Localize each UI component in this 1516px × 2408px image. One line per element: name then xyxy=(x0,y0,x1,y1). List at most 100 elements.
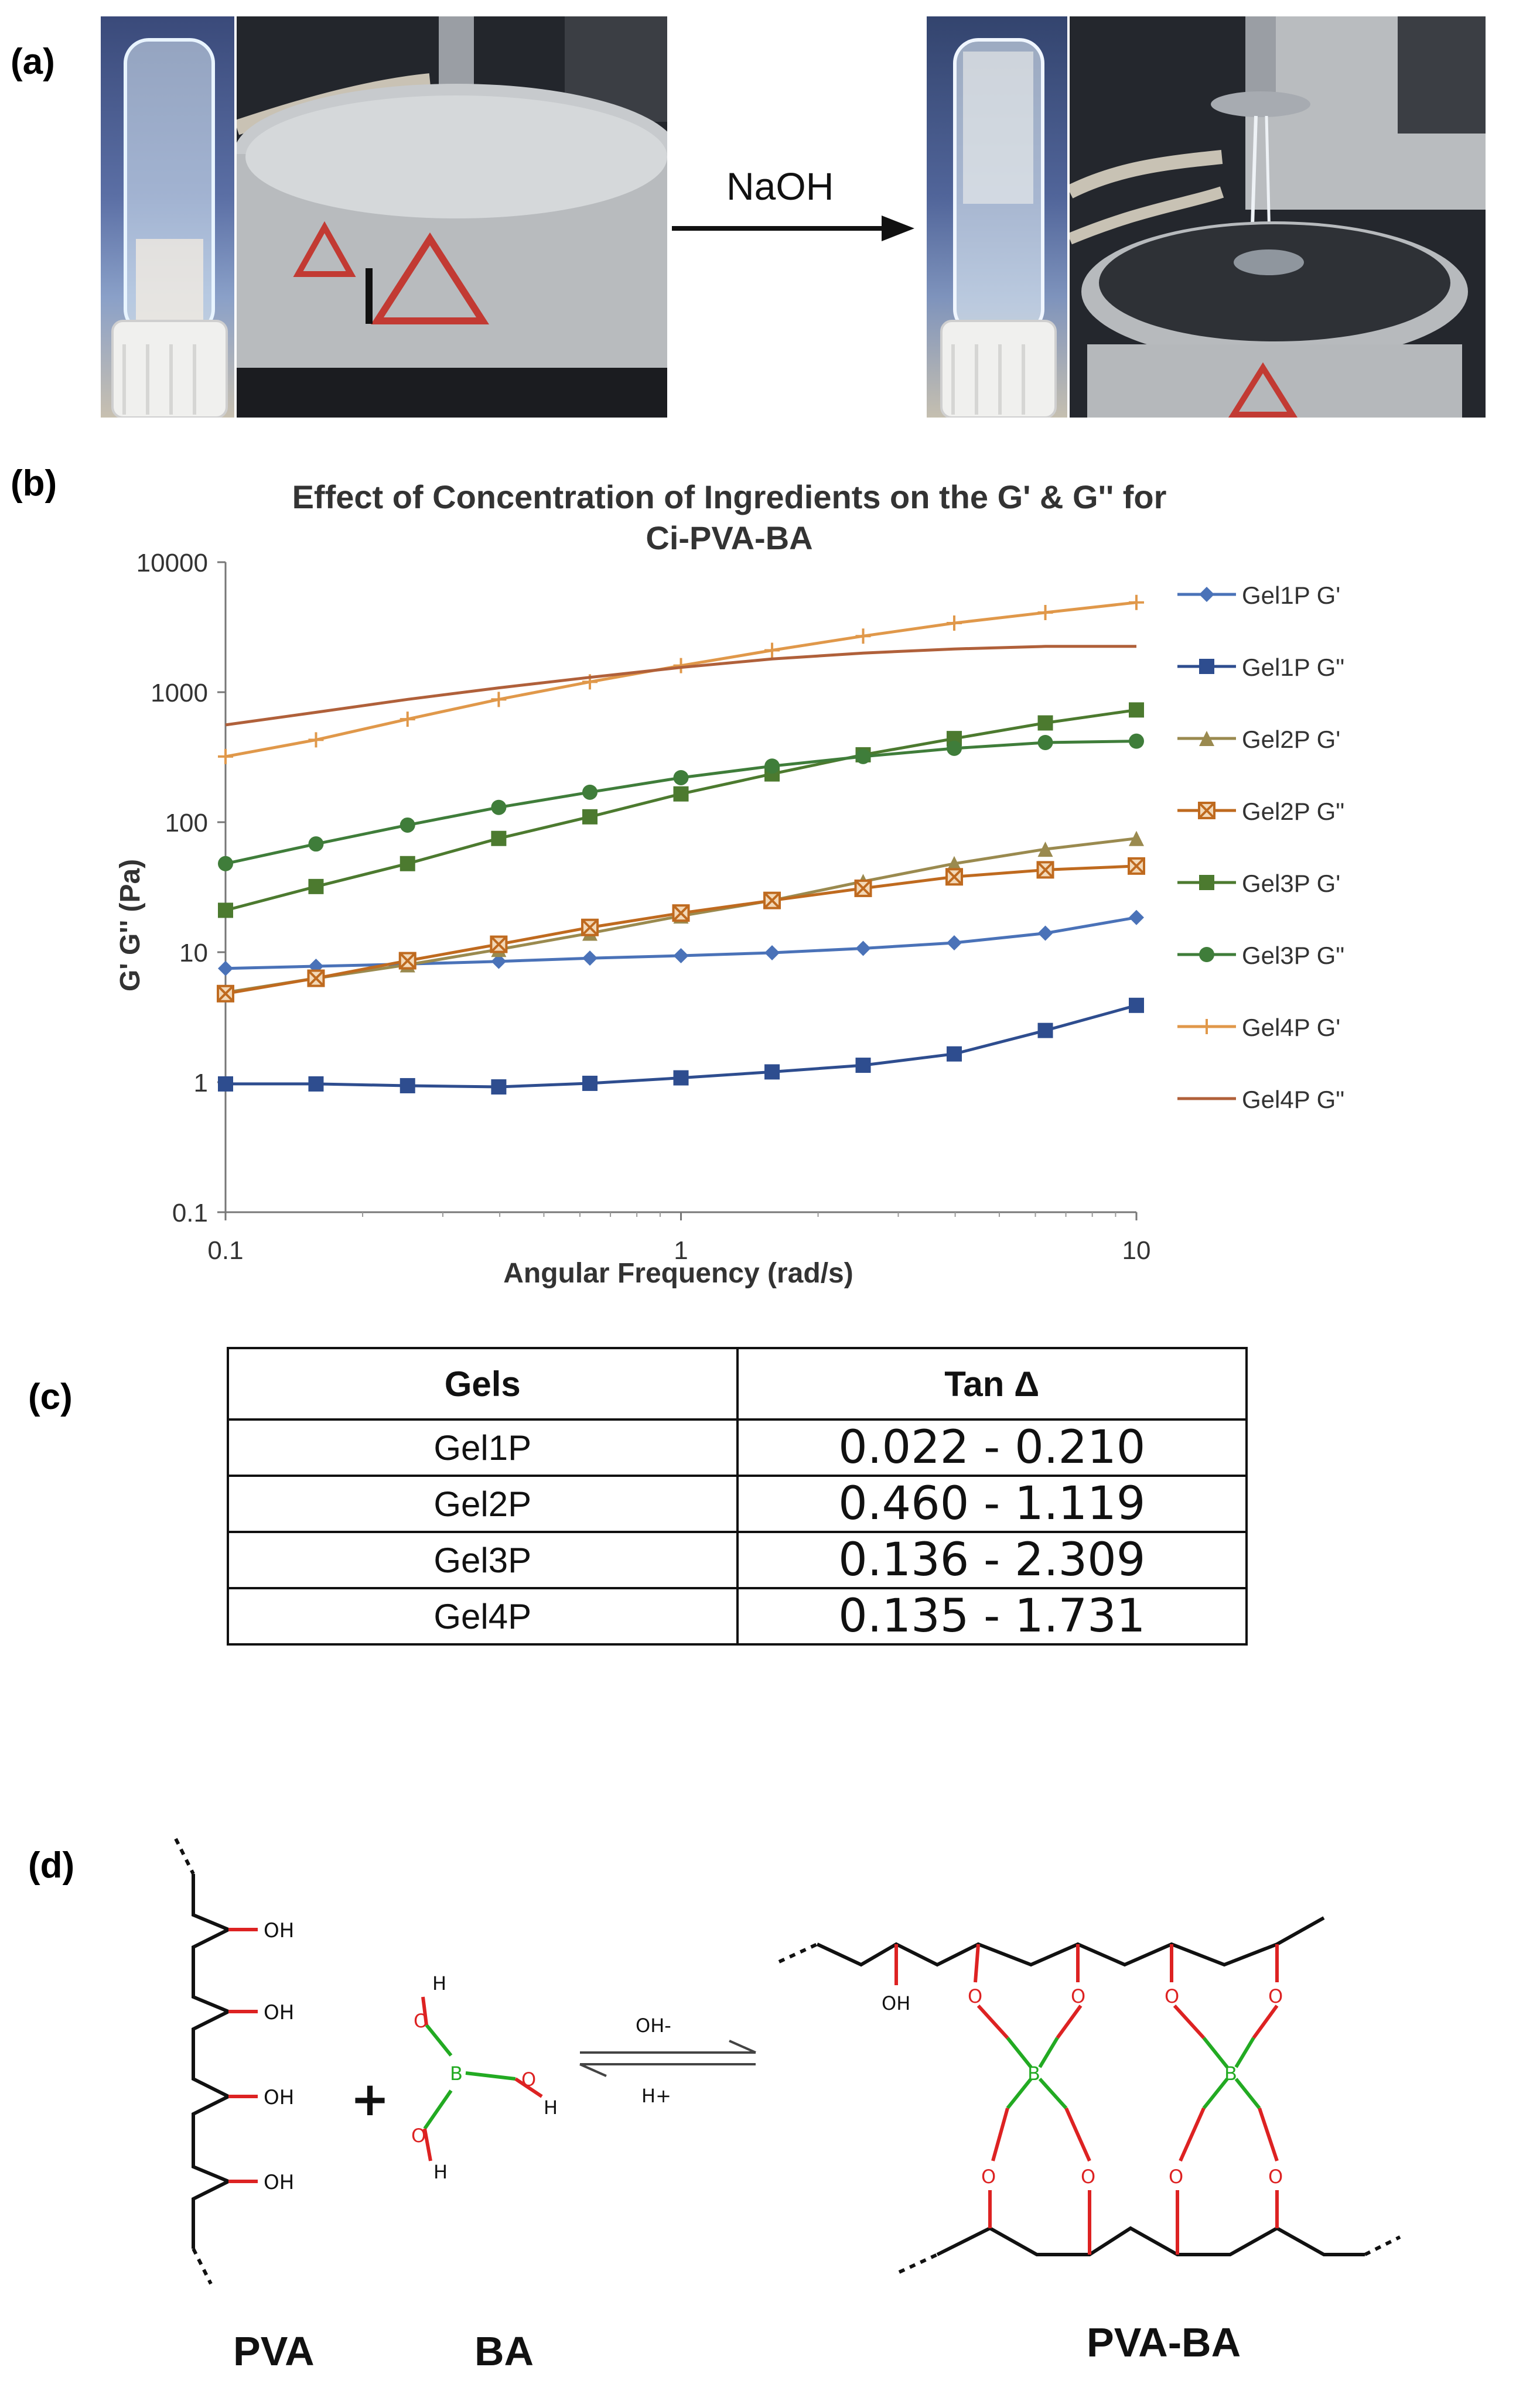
series-line xyxy=(225,740,1137,866)
data-point xyxy=(308,958,324,974)
data-point xyxy=(218,902,233,918)
data-point xyxy=(491,1079,507,1095)
series-2 xyxy=(218,997,1144,1095)
data-point xyxy=(308,1076,324,1092)
data-point xyxy=(400,712,415,727)
data-point xyxy=(308,732,324,748)
legend-label: Gel4P G' xyxy=(1242,1014,1340,1041)
table-cell-tan-range: 0.135 - 1.731 xyxy=(736,1587,1248,1646)
data-point xyxy=(218,960,233,976)
data-point-cross xyxy=(490,936,507,953)
data-point xyxy=(855,748,871,764)
legend-swatch-marker xyxy=(1199,947,1214,962)
data-point-cross xyxy=(217,985,234,1003)
table-cell-tan-range: 0.460 - 1.119 xyxy=(736,1475,1248,1533)
data-point-cross xyxy=(1128,857,1145,875)
product-oh-label: OH xyxy=(882,1992,910,2014)
legend-item: Gel2P G" xyxy=(1177,798,1344,825)
data-point xyxy=(855,628,871,644)
product-o-label: O xyxy=(1268,1985,1283,2007)
x-tick-label: 1 xyxy=(674,1236,688,1265)
plus-sign: + xyxy=(350,2072,390,2126)
pva-ba-structure xyxy=(778,1916,1401,2274)
ba-h-label: H xyxy=(544,2096,558,2119)
data-point xyxy=(218,1076,233,1092)
pva-label: PVA xyxy=(233,2328,315,2374)
product-o-label: O xyxy=(968,1985,982,2007)
data-point-cross xyxy=(581,919,599,936)
data-point xyxy=(1129,830,1144,846)
rheology-chart: Effect of Concentration of Ingredients o… xyxy=(115,478,1344,1289)
data-point xyxy=(764,642,780,658)
data-point xyxy=(946,740,962,756)
pva-oh-label: OH xyxy=(264,1919,294,1942)
legend-swatch-marker-cross xyxy=(1198,802,1215,819)
data-point xyxy=(308,878,324,894)
series-4 xyxy=(217,857,1145,1003)
data-point xyxy=(400,856,415,871)
data-point xyxy=(400,1078,415,1093)
y-tick-label: 0.1 xyxy=(172,1199,208,1227)
panel-label-d: (d) xyxy=(28,1845,75,1886)
data-point xyxy=(764,1064,780,1080)
data-point xyxy=(1037,842,1053,857)
data-point xyxy=(308,836,324,852)
ba-o-label: O xyxy=(414,2010,428,2032)
pva-oh-label: OH xyxy=(264,2171,294,2194)
y-tick-label: 10000 xyxy=(136,549,208,577)
data-point xyxy=(582,809,598,825)
data-point xyxy=(218,748,233,764)
table-row: Gel2P 0.460 - 1.119 xyxy=(227,1475,1248,1533)
legend-swatch-marker xyxy=(1199,1019,1214,1034)
panel-label-a: (a) xyxy=(11,42,55,82)
table-cell-gel: Gel4P xyxy=(227,1587,739,1646)
legend-swatch-marker xyxy=(1199,875,1214,890)
series-7 xyxy=(218,594,1144,764)
data-point-cross xyxy=(672,904,689,922)
product-b-label: B xyxy=(1027,2062,1040,2085)
y-tick-label: 10 xyxy=(179,939,208,967)
data-point xyxy=(1037,715,1053,731)
data-point xyxy=(946,615,962,631)
table-cell-gel: Gel3P xyxy=(227,1531,739,1589)
data-point xyxy=(582,784,598,800)
arrow-icon xyxy=(672,216,914,241)
data-point xyxy=(1129,594,1144,610)
data-point xyxy=(673,1070,689,1086)
y-tick-label: 1000 xyxy=(151,679,208,707)
legend-swatch-marker xyxy=(1199,731,1214,746)
data-point xyxy=(764,758,780,774)
table-cell-tan-range: 0.022 - 0.210 xyxy=(736,1418,1248,1477)
data-point xyxy=(1037,1022,1053,1038)
legend-label: Gel1P G" xyxy=(1242,654,1344,681)
data-point xyxy=(1129,997,1144,1013)
y-tick-label: 100 xyxy=(165,809,208,837)
data-point-cross xyxy=(855,880,872,897)
data-point xyxy=(764,945,780,960)
photo-rheometer-before xyxy=(237,16,667,418)
forward-condition-label: OH- xyxy=(636,2014,671,2037)
data-point xyxy=(673,948,689,963)
data-point-cross xyxy=(1037,861,1054,878)
reaction-scheme: OH OH OH OH + H O B O H O H OH- H+ xyxy=(174,1838,1401,2285)
data-point xyxy=(491,830,507,846)
data-point-cross xyxy=(763,892,781,909)
photo-vial-after xyxy=(927,16,1067,418)
ba-h-label: H xyxy=(433,2161,448,2183)
data-point-cross xyxy=(308,970,325,987)
table-cell-gel: Gel1P xyxy=(227,1418,739,1477)
ba-b-label: B xyxy=(450,2062,463,2085)
panel-label-b: (b) xyxy=(11,463,57,504)
x-tick-label: 0.1 xyxy=(207,1236,243,1265)
data-point xyxy=(855,1058,871,1073)
table-row: Gel1P 0.022 - 0.210 xyxy=(227,1418,1248,1477)
chart-title-line-2: Ci-PVA-BA xyxy=(646,519,812,556)
data-point xyxy=(582,1075,598,1091)
tan-delta-table: Gels Tan Δ Gel1P 0.022 - 0.210 Gel2P 0.4… xyxy=(227,1347,1248,1646)
product-o-label: O xyxy=(1071,1985,1085,2007)
legend-item: Gel3P G' xyxy=(1177,870,1340,897)
data-point xyxy=(673,769,689,785)
table-row: Gel3P 0.136 - 2.309 xyxy=(227,1531,1248,1589)
product-o-label: O xyxy=(1165,1985,1179,2007)
legend-label: Gel2P G' xyxy=(1242,726,1340,753)
